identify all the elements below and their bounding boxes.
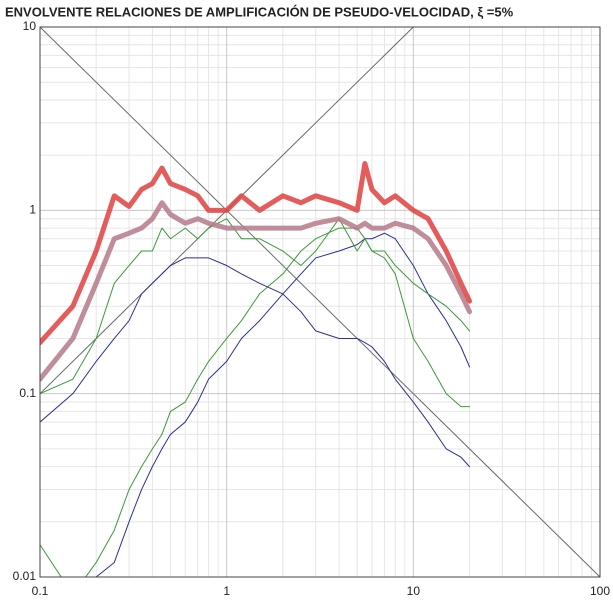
series-line <box>40 227 471 577</box>
y-tick-label: 1 <box>29 203 36 217</box>
series-line <box>40 257 471 468</box>
series-line <box>40 161 473 346</box>
grid <box>39 26 601 578</box>
plot-frame <box>39 26 601 578</box>
series-line <box>40 200 473 382</box>
series-line <box>40 218 471 395</box>
y-tick-label: 10 <box>23 19 37 33</box>
x-tick-label: 100 <box>590 584 610 598</box>
y-tick-label: 0.01 <box>13 569 37 583</box>
chart-title: ENVOLVENTE RELACIONES DE AMPLIFICACIÓN D… <box>5 4 514 19</box>
x-tick-label: 0.1 <box>32 584 49 598</box>
lines <box>40 27 600 577</box>
x-tick-label: 10 <box>407 584 421 598</box>
series-line <box>40 27 600 577</box>
x-tick-label: 1 <box>223 584 230 598</box>
y-tick-label: 0.1 <box>19 386 36 400</box>
